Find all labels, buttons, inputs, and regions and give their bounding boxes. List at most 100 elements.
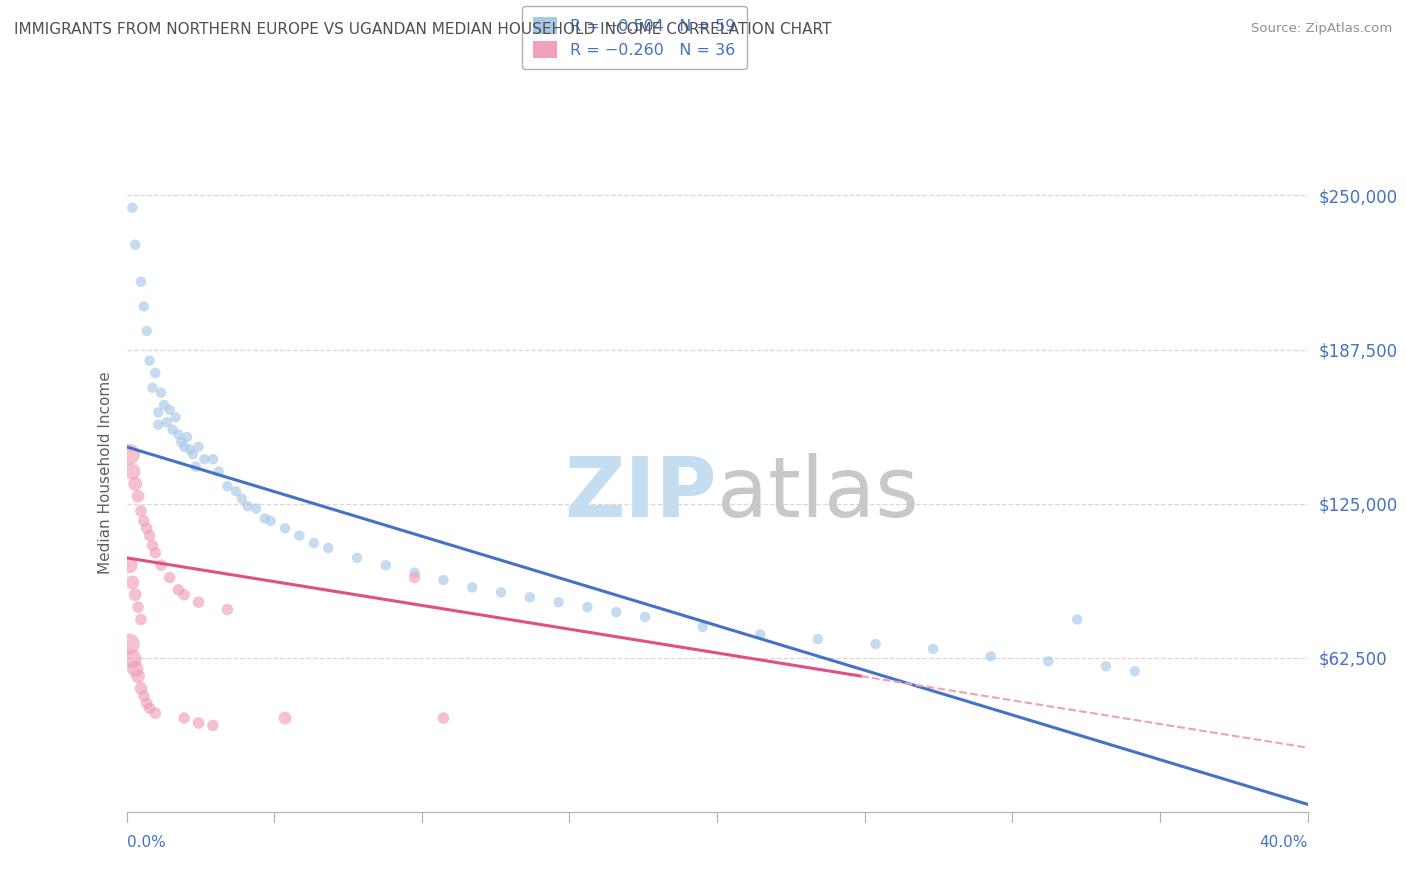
Point [170, 434, 193, 449]
Point [150, 385, 173, 400]
Point [547, 595, 569, 609]
Point [749, 627, 772, 641]
Point [165, 410, 187, 425]
Point [141, 381, 163, 395]
Point [316, 541, 339, 555]
Legend: R = −0.504   N = 59, R = −0.260   N = 36: R = −0.504 N = 59, R = −0.260 N = 36 [522, 6, 747, 69]
Point [208, 465, 231, 479]
Point [138, 701, 160, 715]
Y-axis label: Median Household Income: Median Household Income [97, 371, 112, 574]
Point [1066, 612, 1088, 626]
Point [143, 366, 166, 380]
Point [1038, 654, 1060, 668]
Point [129, 504, 152, 518]
Text: 0.0%: 0.0% [127, 836, 166, 850]
Text: IMMIGRANTS FROM NORTHERN EUROPE VS UGANDAN MEDIAN HOUSEHOLD INCOME CORRELATION C: IMMIGRANTS FROM NORTHERN EUROPE VS UGAND… [14, 22, 831, 37]
Point [236, 499, 259, 513]
Point [132, 299, 155, 313]
Point [129, 612, 152, 626]
Point [124, 588, 146, 602]
Point [302, 536, 325, 550]
Point [184, 459, 207, 474]
Point [1095, 659, 1118, 673]
Point [127, 669, 149, 683]
Point [127, 600, 149, 615]
Point [865, 637, 887, 651]
Point [489, 585, 512, 599]
Point [187, 716, 209, 731]
Point [217, 479, 239, 493]
Point [201, 452, 224, 467]
Point [980, 649, 1002, 664]
Point [118, 558, 141, 573]
Text: atlas: atlas [717, 452, 918, 533]
Point [159, 570, 181, 584]
Point [162, 423, 184, 437]
Text: Source: ZipAtlas.com: Source: ZipAtlas.com [1251, 22, 1392, 36]
Point [519, 591, 541, 605]
Point [167, 427, 190, 442]
Point [135, 521, 157, 535]
Point [274, 711, 297, 725]
Point [121, 201, 143, 215]
Point [346, 550, 368, 565]
Point [201, 718, 224, 732]
Point [118, 637, 141, 651]
Point [576, 600, 599, 615]
Point [156, 415, 179, 429]
Point [807, 632, 830, 647]
Point [138, 353, 160, 368]
Point [143, 546, 166, 560]
Point [153, 398, 176, 412]
Point [121, 652, 143, 666]
Point [132, 514, 155, 528]
Point [274, 521, 297, 535]
Point [138, 528, 160, 542]
Point [692, 620, 714, 634]
Point [231, 491, 253, 506]
Point [1123, 664, 1146, 678]
Point [129, 681, 152, 696]
Point [124, 662, 146, 676]
Point [432, 573, 454, 587]
Point [187, 440, 209, 454]
Point [225, 484, 247, 499]
Point [132, 689, 155, 703]
Point [143, 706, 166, 720]
Point [193, 452, 215, 467]
Point [173, 588, 195, 602]
Point [173, 711, 195, 725]
Point [141, 539, 163, 553]
Point [159, 403, 181, 417]
Point [288, 528, 311, 542]
Point [404, 566, 426, 580]
Point [121, 575, 143, 590]
Point [148, 417, 170, 432]
Point [922, 642, 945, 657]
Point [127, 489, 149, 503]
Point [217, 602, 239, 616]
Point [173, 440, 195, 454]
Point [461, 581, 484, 595]
Point [634, 610, 657, 624]
Point [135, 696, 157, 710]
Point [129, 275, 152, 289]
Point [150, 558, 173, 573]
Point [135, 324, 157, 338]
Point [432, 711, 454, 725]
Point [124, 476, 146, 491]
Point [605, 605, 627, 619]
Point [121, 465, 143, 479]
Text: ZIP: ZIP [565, 452, 717, 533]
Point [148, 405, 170, 419]
Point [245, 501, 267, 516]
Point [259, 514, 281, 528]
Point [179, 442, 201, 457]
Point [176, 430, 198, 444]
Point [167, 582, 190, 597]
Point [118, 447, 141, 461]
Point [374, 558, 396, 573]
Point [253, 511, 276, 525]
Point [404, 570, 426, 584]
Point [124, 237, 146, 252]
